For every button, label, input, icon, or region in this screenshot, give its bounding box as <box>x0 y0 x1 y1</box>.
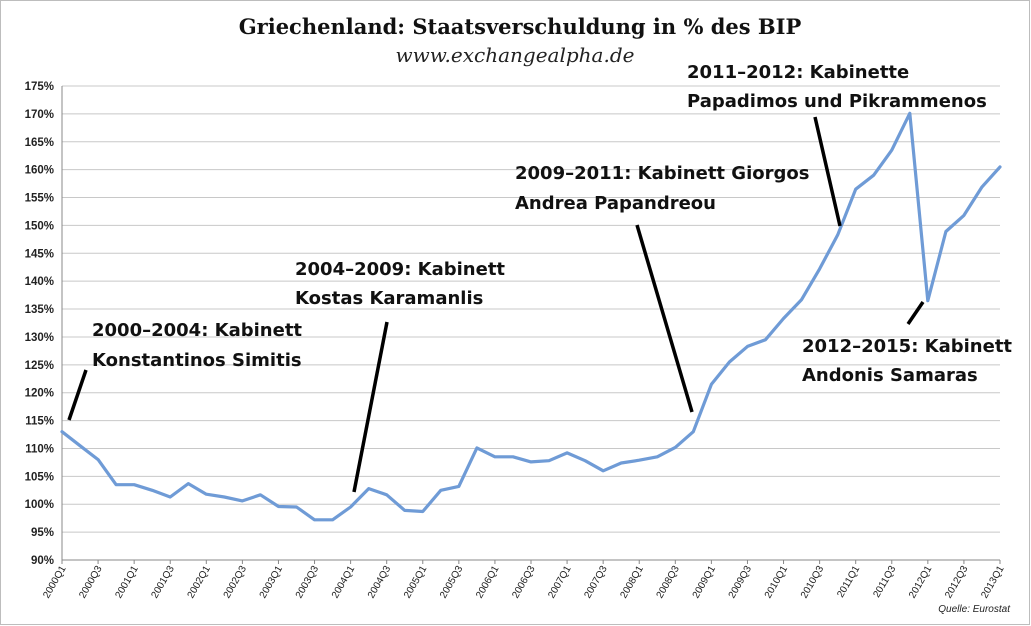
chart-subtitle: www.exchangealpha.de <box>396 43 635 67</box>
y-tick-label: 150% <box>25 220 54 232</box>
y-tick-label: 95% <box>31 527 54 539</box>
annotation-samaras: 2012–2015: Kabinett Andonis Samaras <box>802 301 1012 386</box>
annotations: 2000–2004: Kabinett Konstantinos Simitis… <box>67 62 1012 493</box>
annotation-pointer <box>813 116 842 227</box>
annotation-label: 2009–2011: Kabinett Giorgos <box>515 163 809 184</box>
annotation-simitis: 2000–2004: Kabinett Konstantinos Simitis <box>67 320 302 421</box>
y-tick-label: 100% <box>25 499 54 511</box>
annotation-papadimos: 2011–2012: Kabinette Papadimos und Pikra… <box>687 62 987 227</box>
y-tick-label: 160% <box>25 165 54 177</box>
y-tick-label: 145% <box>25 248 54 260</box>
annotation-karamanlis: 2004–2009: Kabinett Kostas Karamanlis <box>295 259 505 493</box>
annotation-label: 2000–2004: Kabinett <box>92 320 302 341</box>
y-tick-label: 170% <box>25 109 54 121</box>
annotation-pointer <box>635 224 694 413</box>
y-axis: 90% 95% 100% 105% 110% 115% 120% 125% 130% 135% 14… <box>25 81 54 567</box>
y-tick-label: 110% <box>25 443 54 455</box>
annotation-pointer <box>352 321 389 493</box>
source-note: Quelle: Eurostat <box>938 604 1011 615</box>
annotation-label: Konstantinos Simitis <box>92 350 302 371</box>
series-line <box>60 111 1002 522</box>
annotation-label: 2012–2015: Kabinett <box>802 336 1012 357</box>
series <box>60 111 1002 522</box>
y-tick-label: 105% <box>25 471 54 483</box>
y-tick-label: 130% <box>25 332 54 344</box>
y-tick-label: 115% <box>25 416 54 428</box>
y-tick-label: 90% <box>31 555 54 567</box>
chart-title: Griechenland: Staatsverschuldung in % de… <box>239 14 802 39</box>
annotation-label: Kostas Karamanlis <box>295 288 483 309</box>
y-tick-label: 175% <box>25 81 54 93</box>
annotation-papandreou: 2009–2011: Kabinett Giorgos Andrea Papan… <box>515 163 809 413</box>
y-tick-label: 140% <box>25 276 54 288</box>
y-tick-label: 120% <box>25 388 54 400</box>
annotation-pointer <box>67 369 88 421</box>
y-tick-label: 155% <box>25 193 54 205</box>
y-tick-label: 135% <box>25 304 54 316</box>
y-tick-label: 125% <box>25 360 54 372</box>
annotation-pointer <box>906 301 925 325</box>
annotation-label: Andonis Samaras <box>802 365 978 386</box>
y-tick-label: 165% <box>25 137 54 149</box>
annotation-label: 2011–2012: Kabinette <box>687 62 909 83</box>
grid <box>62 85 1000 533</box>
annotation-label: Papadimos und Pikrammenos <box>687 91 987 112</box>
annotation-label: Andrea Papandreou <box>515 193 716 214</box>
annotation-label: 2004–2009: Kabinett <box>295 259 505 280</box>
